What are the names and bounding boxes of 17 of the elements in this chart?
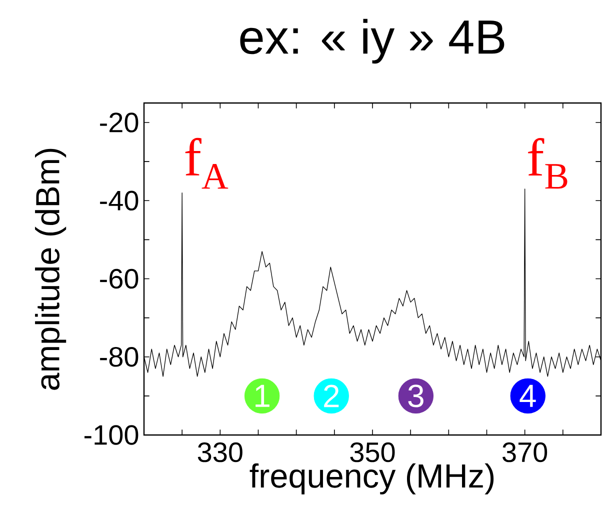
- y-tick-label: -60: [100, 268, 138, 289]
- y-tick-label: -80: [100, 346, 138, 367]
- x-tick-label: 350: [350, 442, 395, 462]
- annotation: 4: [520, 384, 536, 407]
- x-tick-label: 370: [502, 442, 548, 462]
- annotation: f$_{B}$: [528, 138, 568, 189]
- annotation: f$_{A}$: [185, 138, 228, 189]
- y-tick-label: -100: [84, 425, 138, 445]
- annotation: 3: [408, 384, 424, 408]
- y-axis-title: amplitude (dBm): [35, 148, 66, 390]
- annotation: 1: [256, 384, 270, 407]
- x-tick-label: 330: [198, 442, 242, 462]
- x-axis-title: frequency (MHz): [250, 463, 494, 494]
- y-tick-label: -20: [100, 112, 138, 132]
- chart-title: ex: « iy » 4B: [240, 18, 504, 64]
- y-tick-label: -40: [100, 190, 138, 211]
- annotation: 2: [324, 384, 339, 408]
